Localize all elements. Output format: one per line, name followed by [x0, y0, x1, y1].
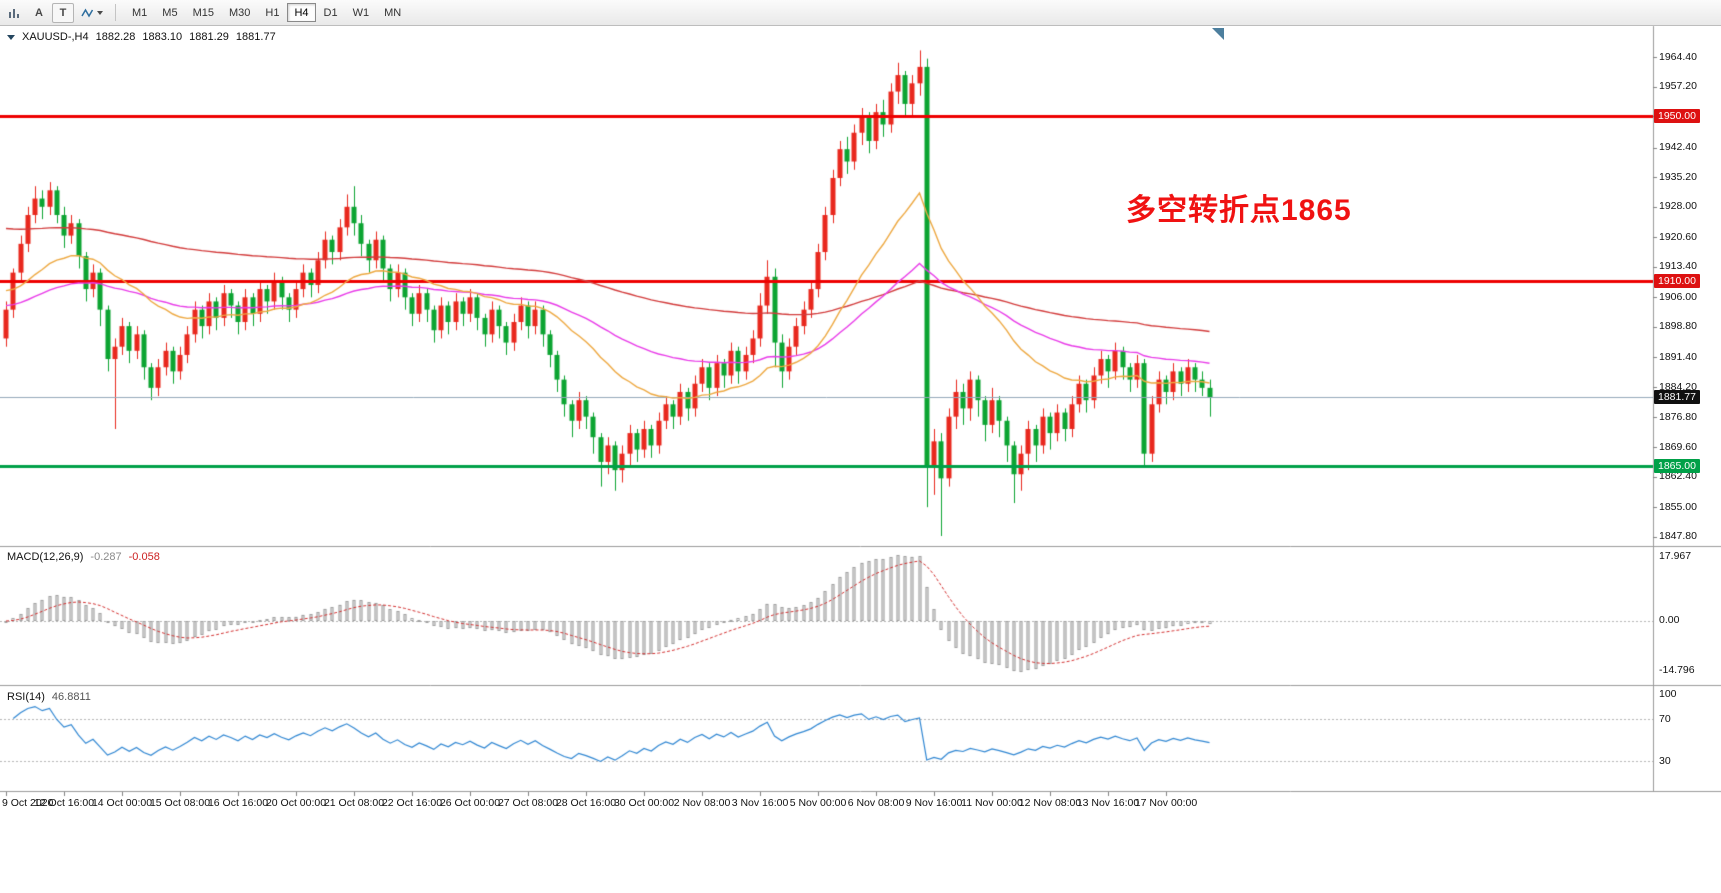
timeframe-h4[interactable]: H4	[287, 3, 316, 22]
macd-axis-label: -14.796	[1659, 664, 1695, 677]
price-axis-label: 1891.40	[1659, 350, 1697, 363]
zigzag-icon	[81, 8, 94, 17]
ohlc-close: 1881.77	[235, 31, 276, 43]
time-axis-label: 3 Nov 16:00	[731, 797, 789, 809]
time-axis-label: 9 Oct 2020	[2, 797, 54, 809]
symbol-ohlc-header: XAUUSD-,H4 1882.28 1883.10 1881.29 1881.…	[7, 31, 276, 43]
time-axis-label: 9 Nov 16:00	[905, 797, 963, 809]
macd-indicator-label: MACD(12,26,9) -0.287 -0.058	[7, 551, 160, 563]
price-axis-label: 1898.80	[1659, 320, 1697, 333]
timeframe-m5[interactable]: M5	[162, 6, 178, 19]
macd-signal-value: -0.058	[128, 551, 160, 563]
timeframe-m1[interactable]: M1	[132, 6, 148, 19]
time-axis-label: 22 Oct 16:00	[381, 797, 443, 809]
price-axis-label: 1920.60	[1659, 230, 1697, 243]
time-axis-label: 17 Nov 00:00	[1134, 797, 1198, 809]
time-axis-label: 11 Nov 00:00	[961, 797, 1023, 809]
time-axis-label: 20 Oct 00:00	[265, 797, 327, 809]
ohlc-low: 1881.29	[189, 31, 229, 43]
time-axis-label: 16 Oct 16:00	[207, 797, 269, 809]
price-axis-label: 1855.00	[1659, 500, 1697, 513]
cursor-tool-button[interactable]: A	[28, 3, 50, 23]
price-axis-label: 1935.20	[1659, 170, 1697, 183]
cursor-tool-label: A	[35, 6, 43, 19]
price-axis-label: 1847.80	[1659, 530, 1697, 543]
time-axis-label: 2 Nov 08:00	[673, 797, 731, 809]
time-axis-label: 12 Oct 16:00	[33, 797, 95, 809]
time-axis-label: 12 Nov 08:00	[1018, 797, 1082, 809]
chart-bars-icon	[9, 8, 19, 18]
time-axis-label: 15 Oct 08:00	[149, 797, 211, 809]
price-line-label: 1865.00	[1654, 459, 1700, 474]
time-axis-label: 21 Oct 08:00	[323, 797, 385, 809]
price-axis-label: 1876.80	[1659, 410, 1697, 423]
rsi-name: RSI(14)	[7, 691, 45, 703]
macd-main-value: -0.287	[90, 551, 122, 563]
rsi-axis-label: 30	[1659, 755, 1671, 767]
price-axis-label: 1928.00	[1659, 200, 1697, 213]
refresh-tool-button[interactable]	[76, 3, 108, 23]
text-tool-button[interactable]: T	[52, 2, 74, 23]
rsi-axis-label: 70	[1659, 713, 1671, 725]
time-axis-label: 6 Nov 08:00	[847, 797, 905, 809]
macd-name: MACD(12,26,9)	[7, 551, 84, 563]
time-axis-label: 14 Oct 00:00	[91, 797, 153, 809]
timeframe-group: M1 M5 M15 M30 H1 H4 D1 W1 MN	[125, 3, 408, 22]
price-line-label: 1910.00	[1654, 273, 1700, 288]
price-scale[interactable]: 1964.40 1957.20 1950.00 1942.40 1935.20 1928.…	[1654, 26, 1721, 792]
price-axis-label: 1957.20	[1659, 80, 1697, 93]
price-line-label: 1881.77	[1654, 390, 1700, 405]
timeframe-m15[interactable]: M15	[192, 6, 214, 19]
time-axis-label: 26 Oct 00:00	[439, 797, 501, 809]
timeframe-w1[interactable]: W1	[352, 6, 370, 19]
timeframe-h1[interactable]: H1	[265, 6, 280, 19]
dropdown-caret-icon	[97, 10, 103, 15]
annotation-text[interactable]: 多空转折点1865	[1126, 194, 1352, 227]
charts-bar-button[interactable]	[3, 3, 26, 23]
symbol-name: XAUUSD-,H4	[22, 31, 89, 43]
text-tool-label: T	[59, 6, 67, 19]
price-axis-label: 1964.40	[1659, 50, 1697, 63]
toolbar: A T M1 M5 M15 M30 H1 H4 D1 W1 MN	[0, 0, 1721, 26]
rsi-axis-label: 100	[1659, 687, 1677, 700]
timeframe-mn[interactable]: MN	[384, 6, 402, 19]
price-axis-label: 1862.40	[1659, 470, 1697, 483]
price-axis-label: 1869.60	[1659, 440, 1697, 453]
timeframe-m30[interactable]: M30	[228, 6, 251, 19]
timeframe-d1[interactable]: D1	[323, 6, 338, 19]
macd-axis-label: 17.967	[1659, 550, 1692, 562]
toolbar-separator	[115, 4, 116, 21]
price-line-label: 1950.00	[1654, 109, 1700, 124]
rsi-indicator-label: RSI(14) 46.8811	[7, 691, 91, 703]
time-axis-label: 28 Oct 16:00	[555, 797, 617, 809]
price-axis-label: 1906.00	[1659, 290, 1697, 303]
price-axis-label: 1913.40	[1659, 260, 1697, 273]
price-axis-label: 1884.20	[1659, 380, 1697, 393]
time-axis-label: 27 Oct 08:00	[497, 797, 559, 809]
time-axis-label: 30 Oct 00:00	[613, 797, 675, 809]
price-axis-label: 1942.40	[1659, 141, 1697, 154]
rsi-value: 46.8811	[51, 691, 91, 703]
time-axis-label: 5 Nov 00:00	[789, 797, 847, 809]
time-scale[interactable]: 9 Oct 2020 12 Oct 16:00 14 Oct 00:00 15 Oct…	[0, 793, 1721, 815]
symbol-dropdown-icon[interactable]	[7, 34, 15, 40]
ohlc-open: 1882.28	[95, 31, 136, 43]
time-axis-label: 13 Nov 16:00	[1076, 797, 1140, 809]
macd-axis-label: 0.00	[1659, 614, 1680, 626]
ohlc-high: 1883.10	[142, 31, 183, 43]
